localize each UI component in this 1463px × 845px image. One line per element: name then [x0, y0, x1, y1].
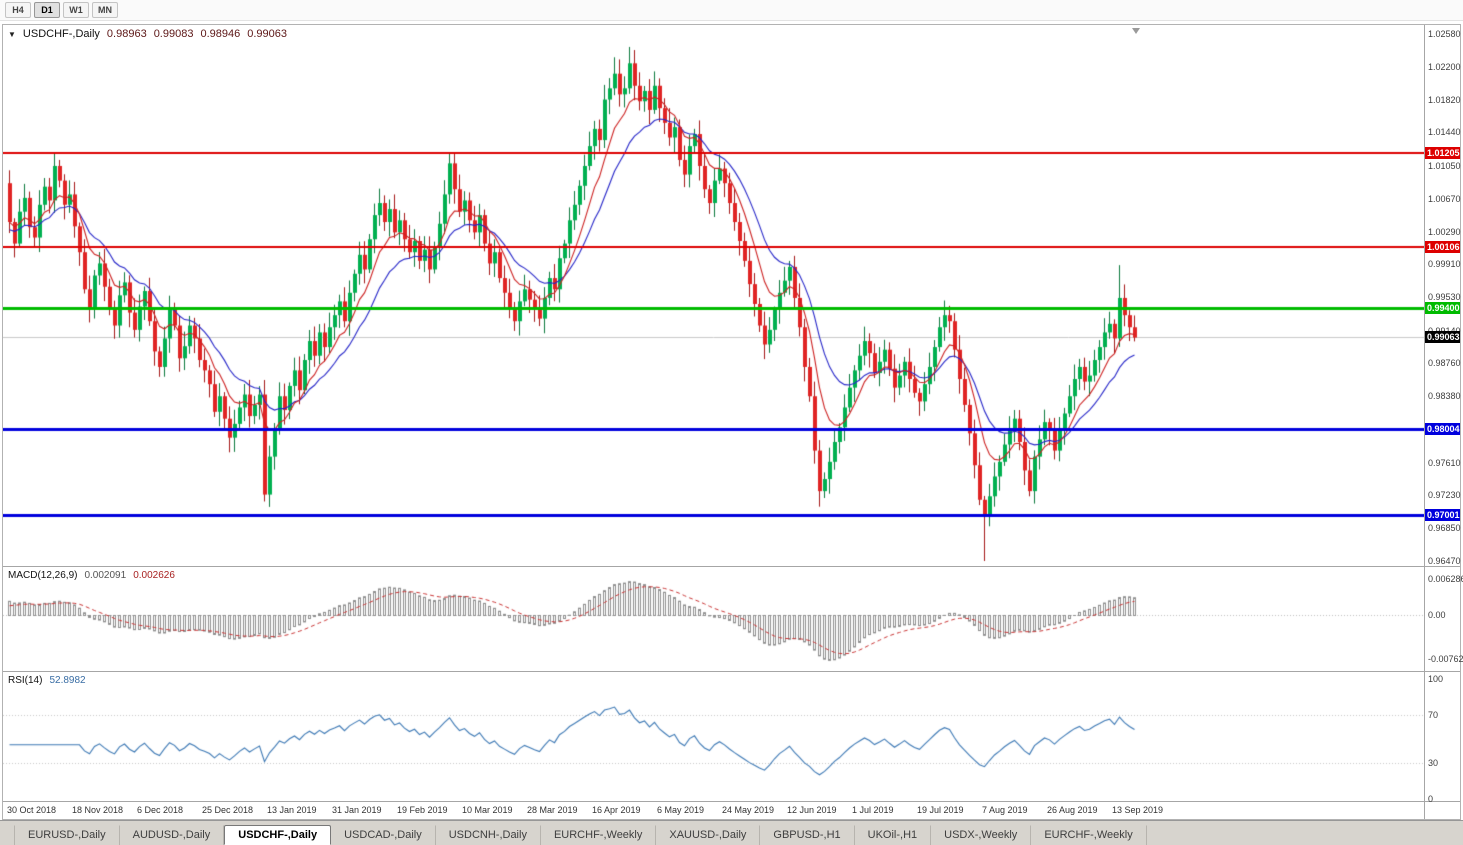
macd-canvas[interactable] — [3, 567, 1424, 671]
macd-axis-tick: -0.00762 — [1428, 654, 1463, 664]
time-axis-label: 25 Dec 2018 — [202, 805, 254, 815]
timeframe-button-mn[interactable]: MN — [92, 2, 118, 18]
price-axis-tick: 0.96470 — [1428, 556, 1461, 566]
rsi-value: 52.8982 — [49, 675, 86, 686]
macd-axis-tick: 0.006286 — [1428, 574, 1463, 584]
time-axis-label: 18 Nov 2018 — [72, 805, 124, 815]
rsi-canvas[interactable] — [3, 672, 1424, 801]
time-axis-label: 28 Mar 2019 — [527, 805, 578, 815]
price-axis-tick: 0.99530 — [1428, 292, 1461, 303]
price-axis-tick: 1.00670 — [1428, 193, 1461, 204]
price-chart-canvas[interactable] — [3, 25, 1424, 566]
time-axis-label: 1 Jul 2019 — [852, 805, 894, 815]
macd-axis-tick: 0.00 — [1428, 610, 1446, 621]
chart-tab-bar: EURUSD-,Daily AUDUSD-,Daily USDCHF-,Daily U… — [0, 820, 1463, 845]
pane-splitter[interactable] — [3, 801, 1460, 802]
chart-tab-usdcad-daily[interactable]: USDCAD-,Daily — [331, 825, 436, 845]
price-axis-tick: 0.99140 — [1428, 326, 1461, 336]
time-axis-label: 16 Apr 2019 — [592, 805, 641, 815]
chart-tab-usdcnh-daily[interactable]: USDCNH-,Daily — [436, 825, 541, 845]
level-price-tag: 1.01205 — [1425, 146, 1460, 159]
price-axis-tick: 0.98760 — [1428, 358, 1461, 369]
macd-pane: MACD(12,26,9) 0.002091 0.002626 — [3, 567, 1424, 671]
chart-window: ▼ USDCHF-,Daily 0.98963 0.99083 0.98946 … — [2, 24, 1463, 820]
time-axis-label: 24 May 2019 — [722, 805, 775, 815]
chart-tab-xauusd-daily[interactable]: XAUUSD-,Daily — [656, 825, 761, 845]
price-chart-pane: ▼ USDCHF-,Daily 0.98963 0.99083 0.98946 … — [3, 25, 1424, 566]
pane-splitter[interactable] — [3, 566, 1460, 567]
time-axis-label: 10 Mar 2019 — [462, 805, 513, 815]
time-axis-label: 31 Jan 2019 — [332, 805, 382, 815]
time-axis-label: 30 Oct 2018 — [7, 805, 57, 815]
price-axis-tick: 1.02200 — [1428, 61, 1461, 72]
time-axis-label: 6 May 2019 — [657, 805, 705, 815]
price-axis-tick: 0.99910 — [1428, 259, 1461, 270]
time-axis-label: 7 Aug 2019 — [982, 805, 1028, 815]
rsi-axis-tick: 0 — [1428, 794, 1434, 804]
macd-main-value: 0.002091 — [84, 570, 127, 581]
rsi-axis-tick: 30 — [1428, 758, 1439, 768]
time-axis-label: 13 Jan 2019 — [267, 805, 317, 815]
macd-signal-value: 0.002626 — [133, 570, 175, 581]
price-axis[interactable]: 1.02580 1.02200 1.01820 1.01440 1.01050 1.006… — [1425, 25, 1461, 566]
chart-tab-ukoil-h1[interactable]: UKOil-,H1 — [855, 825, 932, 845]
ohlc-open: 0.98963 — [106, 28, 147, 40]
price-axis-tick: 1.00290 — [1428, 226, 1461, 237]
rsi-label: RSI(14) — [8, 675, 43, 686]
current-price-tag: 0.99063 — [1425, 331, 1460, 344]
price-axis-tick: 1.01050 — [1428, 160, 1461, 171]
chart-tab-usdx-weekly[interactable]: USDX-,Weekly — [931, 825, 1032, 845]
level-price-tag: 1.00106 — [1425, 241, 1460, 254]
price-axis-tick: 0.96850 — [1428, 523, 1461, 534]
rsi-pane: RSI(14) 52.8982 — [3, 672, 1424, 801]
timeframe-button-w1[interactable]: W1 — [63, 2, 89, 18]
price-axis-tick: 1.01820 — [1428, 94, 1461, 105]
chart-tab-gbpusd-h1[interactable]: GBPUSD-,H1 — [760, 825, 855, 845]
time-axis[interactable]: 30 Oct 2018 18 Nov 2018 6 Dec 2018 25 Dec 2… — [3, 802, 1424, 819]
chart-dropdown-icon[interactable]: ▼ — [8, 29, 16, 39]
ohlc-close: 0.99063 — [247, 28, 287, 40]
time-axis-label: 13 Sep 2019 — [1112, 805, 1164, 815]
ohlc-high: 0.99083 — [153, 28, 194, 40]
price-axis-tick: 0.98380 — [1428, 391, 1461, 402]
price-axis-tick: 0.97610 — [1428, 457, 1461, 468]
chart-shift-marker[interactable] — [1132, 28, 1140, 34]
ohlc-low: 0.98946 — [200, 28, 241, 40]
timeframe-toolbar: H4 D1 W1 MN — [0, 0, 1463, 21]
level-price-tag: 0.97001 — [1425, 509, 1460, 522]
chart-tab-eurusd-daily[interactable]: EURUSD-,Daily — [14, 825, 120, 845]
chart-symbol: USDCHF-,Daily — [22, 28, 100, 40]
macd-label: MACD(12,26,9) — [8, 570, 78, 581]
rsi-label-row: RSI(14) 52.8982 — [8, 675, 86, 686]
macd-axis[interactable]: 0.006286 0.00 -0.00762 — [1425, 567, 1463, 671]
time-axis-label: 12 Jun 2019 — [787, 805, 837, 815]
pane-splitter[interactable] — [3, 671, 1460, 672]
timeframe-button-h4[interactable]: H4 — [5, 2, 31, 18]
chart-tab-usdchf-daily[interactable]: USDCHF-,Daily — [224, 825, 332, 845]
time-axis-label: 6 Dec 2018 — [137, 805, 184, 815]
price-axis-divider — [1424, 25, 1425, 819]
time-axis-label: 19 Feb 2019 — [397, 805, 448, 815]
level-price-tag: 0.98004 — [1425, 422, 1460, 435]
chart-tab-audusd-daily[interactable]: AUDUSD-,Daily — [120, 825, 225, 845]
chart-title: ▼ USDCHF-,Daily 0.98963 0.99083 0.98946 … — [8, 28, 287, 40]
price-axis-tick: 0.97230 — [1428, 490, 1461, 501]
chart-tab-eurchf-weekly[interactable]: EURCHF-,Weekly — [541, 825, 657, 845]
rsi-axis[interactable]: 100 70 30 0 — [1425, 672, 1460, 804]
price-axis-tick: 1.01440 — [1428, 127, 1461, 138]
chart-tab-eurchf-weekly[interactable]: EURCHF-,Weekly — [1031, 825, 1147, 845]
time-axis-label: 26 Aug 2019 — [1047, 805, 1098, 815]
price-axis-tick: 1.02580 — [1428, 29, 1461, 39]
timeframe-button-d1[interactable]: D1 — [34, 2, 60, 18]
level-price-tag: 0.99400 — [1425, 302, 1460, 315]
time-axis-label: 19 Jul 2019 — [917, 805, 964, 815]
rsi-axis-tick: 70 — [1428, 710, 1439, 720]
macd-label-row: MACD(12,26,9) 0.002091 0.002626 — [8, 570, 175, 581]
rsi-axis-tick: 100 — [1428, 674, 1444, 684]
